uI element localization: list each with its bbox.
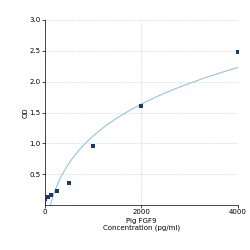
Y-axis label: OD: OD [22,107,28,118]
Point [43,196,47,200]
X-axis label: Pig FGF9
Concentration (pg/ml): Pig FGF9 Concentration (pg/ml) [103,218,180,232]
Point [46,195,50,199]
Point [67,182,71,186]
Point [49,192,53,196]
Point [139,104,143,108]
Point [236,50,240,54]
Point [91,144,95,148]
Point [55,190,59,194]
